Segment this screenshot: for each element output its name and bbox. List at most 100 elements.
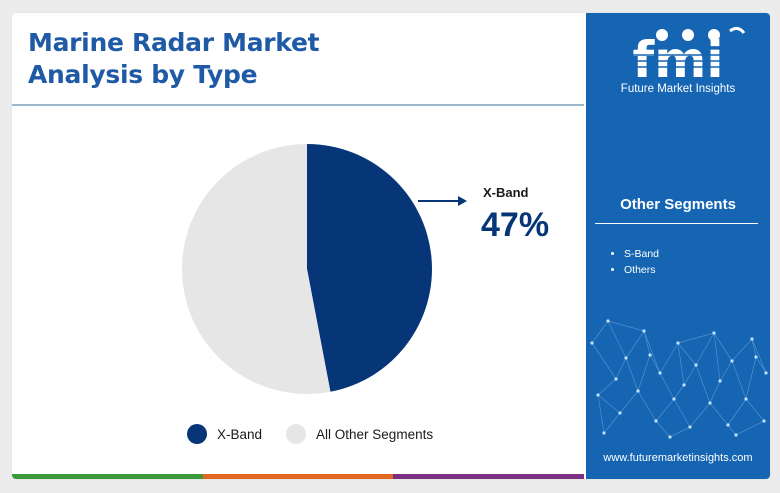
bottom-bar-orange (202, 474, 394, 479)
legend-swatch-other (286, 424, 307, 444)
pie-slice-x-band (307, 144, 433, 392)
logo-text: fmi (633, 31, 724, 81)
network-line (709, 402, 729, 426)
network-line (735, 420, 765, 436)
pie-slice-all-other-segments (182, 144, 331, 394)
network-node (730, 359, 734, 363)
network-line (695, 332, 715, 366)
network-node (734, 433, 738, 437)
network-line (673, 384, 685, 400)
bottom-bar-green (12, 474, 203, 479)
network-node (614, 377, 618, 381)
network-line (745, 398, 765, 422)
network-node (658, 371, 662, 375)
network-line (591, 320, 609, 344)
network-line (637, 354, 651, 392)
network-node (606, 319, 610, 323)
network-line (731, 360, 747, 400)
legend-swatch-x-band (187, 424, 207, 444)
logo-subtitle: Future Market Insights (620, 83, 736, 95)
logo-icons (656, 26, 746, 41)
title-line-2: Analysis by Type (28, 60, 258, 89)
callout-arrow-head (458, 196, 467, 206)
network-node (688, 425, 692, 429)
legend-item-other: All Other Segments (286, 424, 433, 444)
network-node (672, 397, 676, 401)
network-node (764, 371, 768, 375)
sidebar: fmi Future Market Insights Other Segment… (586, 13, 770, 479)
network-node (694, 363, 698, 367)
fmi-logo: fmi (602, 26, 754, 81)
callout-label: X-Band (483, 185, 529, 200)
network-line (713, 332, 721, 382)
network-line (673, 398, 691, 428)
network-line (615, 357, 627, 380)
callout-value: 47% (481, 206, 550, 244)
network-node (668, 435, 672, 439)
network-line (751, 338, 757, 358)
other-segment-item: S-Band (624, 246, 659, 262)
other-segments-title: Other Segments (620, 196, 736, 213)
network-line (731, 338, 753, 362)
network-line (695, 364, 711, 404)
network-line (755, 356, 767, 374)
network-line (607, 320, 645, 332)
network-node (624, 356, 628, 360)
other-segments-list: S-Band Others (610, 246, 659, 278)
network-node (648, 353, 652, 357)
network-line (727, 424, 737, 436)
network-line (655, 398, 675, 422)
network-node (762, 419, 766, 423)
network-line (659, 342, 679, 374)
network-line (655, 420, 671, 438)
network-node (602, 431, 606, 435)
network-line (677, 342, 697, 366)
network-line (625, 330, 645, 359)
network-line (597, 394, 605, 434)
network-node (596, 393, 600, 397)
network-node (618, 411, 622, 415)
network-node (726, 423, 730, 427)
network-pattern (590, 319, 768, 439)
logo-stripes (602, 54, 754, 68)
network-line (719, 360, 733, 382)
legend-item-x-band: X-Band (187, 424, 262, 444)
legend: X-Band All Other Segments (187, 424, 457, 444)
network-line (625, 357, 639, 392)
legend-label-x-band: X-Band (217, 426, 263, 442)
network-line (689, 402, 711, 428)
network-node (754, 355, 758, 359)
title-divider (12, 104, 584, 106)
network-node (712, 331, 716, 335)
network-node (708, 401, 712, 405)
network-line (745, 356, 757, 400)
website-url: www.futuremarketinsights.com (603, 452, 753, 464)
network-line (669, 426, 691, 438)
network-node (642, 329, 646, 333)
network-node (636, 389, 640, 393)
network-node (744, 397, 748, 401)
network-line (713, 332, 733, 362)
network-node (750, 337, 754, 341)
other-segments-divider (595, 223, 758, 224)
network-line (709, 380, 721, 404)
title-line-1: Marine Radar Market (28, 28, 320, 57)
network-node (654, 419, 658, 423)
network-node (718, 379, 722, 383)
network-node (676, 341, 680, 345)
network-line (683, 364, 697, 386)
network-line (597, 394, 621, 414)
network-line (603, 412, 621, 434)
page-title: Marine Radar Market Analysis by Type (28, 27, 320, 91)
network-line (643, 330, 651, 356)
network-line (751, 338, 767, 374)
network-line (597, 378, 617, 396)
network-line (619, 390, 639, 414)
legend-label-other: All Other Segments (316, 426, 434, 442)
network-line (643, 330, 661, 374)
network-line (649, 354, 661, 374)
network-line (659, 372, 675, 400)
network-line (591, 342, 617, 380)
chart-card: Marine Radar Market Analysis by Type X-B… (12, 13, 770, 479)
bottom-bar-purple (393, 474, 585, 479)
